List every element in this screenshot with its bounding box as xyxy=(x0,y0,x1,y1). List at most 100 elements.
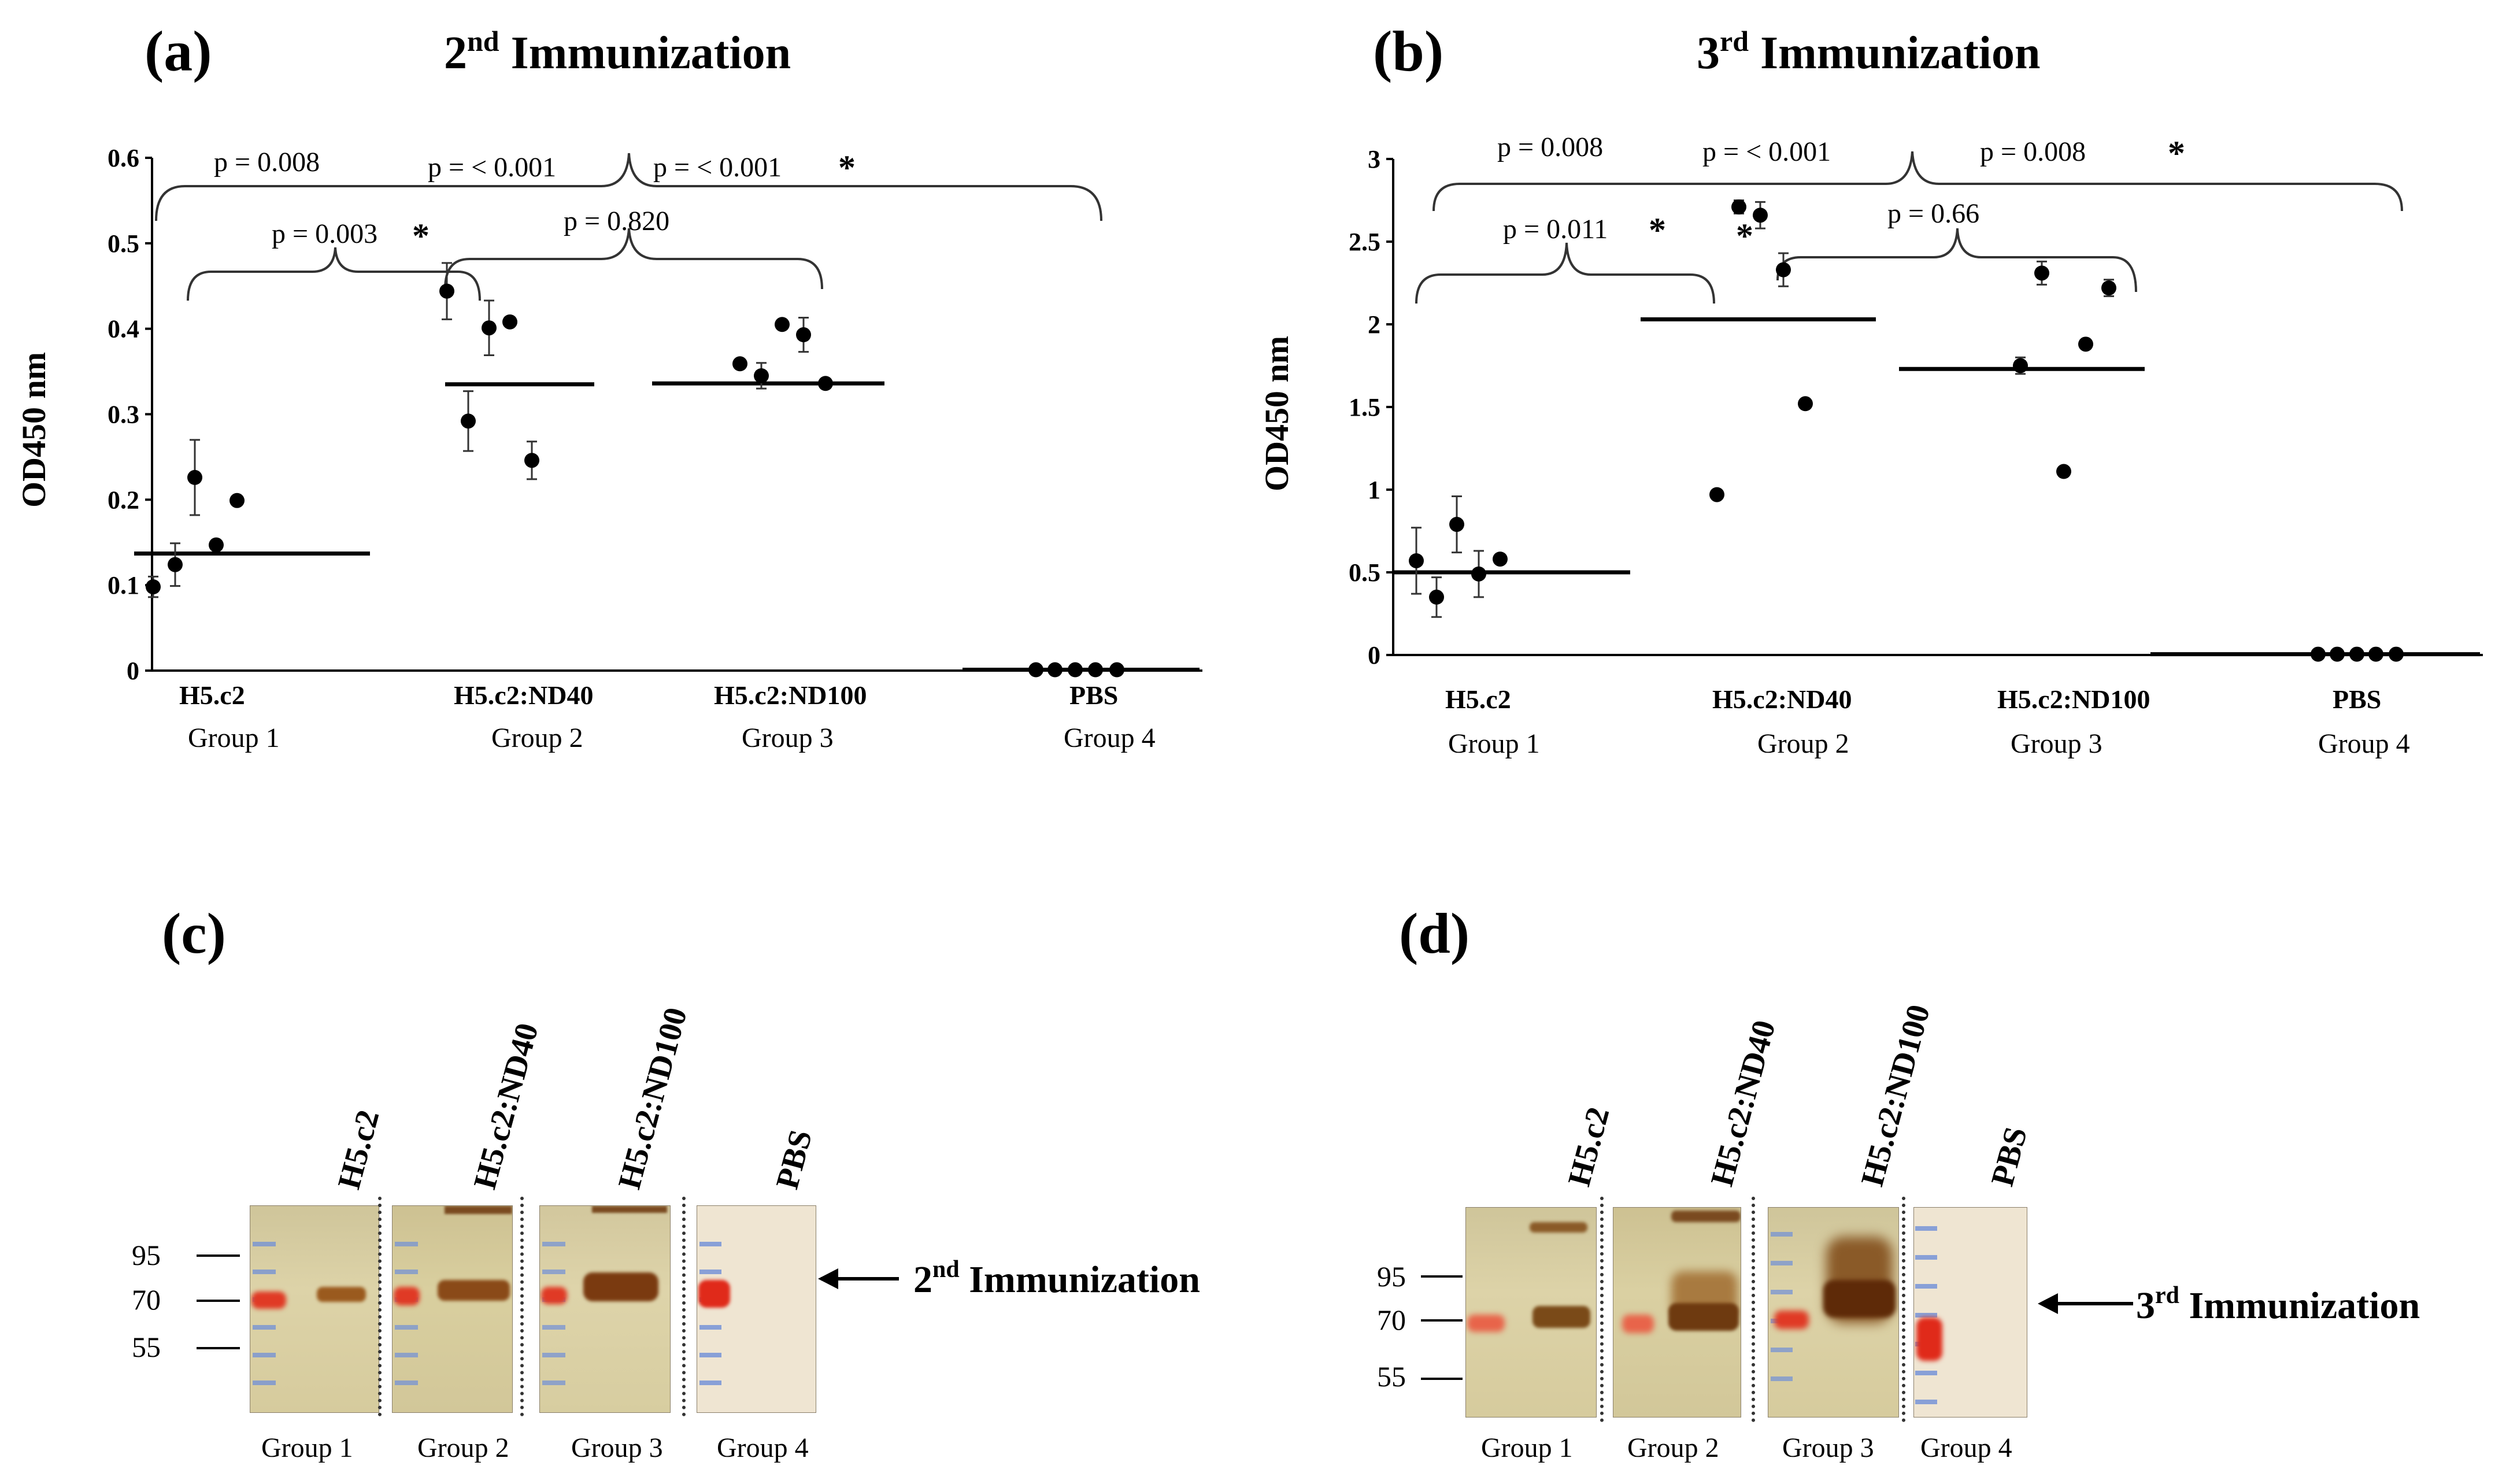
brace-b-inner-right xyxy=(1776,228,2137,293)
blot-c-ladder-red-1 xyxy=(251,1291,286,1309)
significance-star-a-1: * xyxy=(838,149,856,187)
marker-c-55: 55 xyxy=(132,1331,161,1363)
blot-d-divider-1 xyxy=(1600,1197,1604,1422)
group-label-a-4: Group 4 xyxy=(1064,723,1156,753)
blot-c-lane-2 xyxy=(392,1205,513,1413)
data-point-a-3-5 xyxy=(818,376,833,391)
group-label-a-1: Group 1 xyxy=(188,723,280,753)
arrow-d-label: 3rd Immunization xyxy=(2136,1282,2420,1327)
blot-d-ladder-red-3 xyxy=(1774,1311,1809,1329)
blot-c-divider-3 xyxy=(682,1197,686,1416)
data-point-a-4-5 xyxy=(1109,662,1124,678)
data-point-a-4-2 xyxy=(1047,662,1063,678)
data-point-b-4-1 xyxy=(2311,646,2326,662)
blot-d-top-band-2 xyxy=(1671,1211,1741,1222)
group-label-a-3: Group 3 xyxy=(742,723,834,753)
blot-c-ladder-red-2 xyxy=(394,1287,420,1305)
data-point-b-4-2 xyxy=(2330,646,2345,662)
data-point-a-1-4 xyxy=(209,537,224,553)
panel-d-label: (d) xyxy=(1399,901,1469,965)
blot-d-lane-2 xyxy=(1613,1207,1741,1418)
significance-star-a-2: * xyxy=(412,217,430,255)
group-label-b-4: Group 4 xyxy=(2318,728,2410,759)
data-point-b-2-3 xyxy=(1753,208,1768,223)
blot-c-top-band-2 xyxy=(445,1206,512,1214)
brace-a-inner-right xyxy=(444,228,823,290)
significance-star-b-1: * xyxy=(2168,134,2185,172)
blot-d-divider-2 xyxy=(1752,1197,1755,1422)
blot-c-ladder-blue-4 xyxy=(699,1229,721,1402)
blot-c-ladder-blue-1 xyxy=(253,1229,276,1402)
pvalue-b-3: p = 0.008 xyxy=(1980,136,2086,167)
category-b-1: H5.c2 xyxy=(1445,684,1511,714)
blot-c-band-2 xyxy=(438,1280,510,1301)
blot-c-lane-1 xyxy=(250,1205,379,1413)
data-point-a-4-4 xyxy=(1088,662,1103,678)
data-point-a-3-1 xyxy=(732,356,747,372)
blot-c-group-3: Group 3 xyxy=(571,1433,663,1463)
arrow-d-head-icon xyxy=(2038,1293,2058,1314)
blot-d-lane-label-4: PBS xyxy=(1985,1123,2034,1190)
data-point-b-1-2 xyxy=(1429,589,1444,605)
blot-d-ladder-red-4 xyxy=(1916,1318,1942,1361)
brace-a-outer-left xyxy=(155,153,1102,221)
data-point-a-2-1 xyxy=(439,283,454,299)
group-label-b-1: Group 1 xyxy=(1448,728,1540,759)
blot-d-ladder-red-2 xyxy=(1622,1315,1654,1333)
blot-d-lane-3 xyxy=(1768,1207,1899,1418)
data-point-b-1-5 xyxy=(1493,552,1508,567)
blot-d-band-3 xyxy=(1823,1280,1896,1318)
data-point-a-3-2 xyxy=(754,368,769,383)
blot-c-group-1: Group 1 xyxy=(261,1433,353,1463)
group-label-b-2: Group 2 xyxy=(1757,728,1849,759)
blot-d-group-3: Group 3 xyxy=(1782,1433,1874,1463)
blot-c-ladder-red-3 xyxy=(541,1287,567,1304)
data-point-a-1-2 xyxy=(168,557,183,572)
y-tick-label-b-4: 2 xyxy=(1368,310,1380,339)
data-point-a-2-2 xyxy=(461,413,476,429)
blot-c-ladder-red-4 xyxy=(698,1280,730,1308)
panel-b-label: (b) xyxy=(1373,19,1443,83)
blot-d-lane-label-2: H5.c2:ND40 xyxy=(1704,1016,1783,1190)
data-point-a-2-4 xyxy=(502,314,517,330)
panel-a-title: 2nd Immunization xyxy=(444,25,791,79)
panel-a-y-axis-label: OD450 nm xyxy=(15,352,53,508)
blot-c-band-1 xyxy=(317,1287,366,1302)
data-point-b-2-5 xyxy=(1798,396,1813,412)
marker-c-95: 95 xyxy=(132,1239,161,1271)
data-point-b-4-5 xyxy=(2389,646,2404,662)
significance-star-b-2: * xyxy=(1649,211,1666,249)
y-tick-label-b-0: 0 xyxy=(1368,641,1380,669)
data-point-a-4-3 xyxy=(1068,662,1083,678)
blot-c-band-3 xyxy=(583,1272,658,1301)
significance-star-b-3: * xyxy=(1736,217,1753,255)
pvalue-a-4: p = 0.003 xyxy=(272,219,377,249)
y-tick-label-b-6: 3 xyxy=(1368,145,1380,173)
group-label-b-3: Group 3 xyxy=(2011,728,2102,759)
marker-c-70: 70 xyxy=(132,1283,161,1316)
data-point-a-1-5 xyxy=(229,493,245,508)
data-point-b-2-4 xyxy=(1776,262,1791,277)
data-point-a-2-3 xyxy=(482,320,497,336)
category-b-4: PBS xyxy=(2333,684,2381,714)
blot-c-divider-1 xyxy=(378,1197,382,1416)
data-point-b-4-3 xyxy=(2349,646,2364,662)
marker-d-55: 55 xyxy=(1377,1360,1406,1393)
brace-b-inner-left xyxy=(1415,242,1715,304)
marker-d-95: 95 xyxy=(1377,1260,1406,1293)
panel-a: (a) 2nd Immunization OD450 nm 0 0.1 0.2 0.3… xyxy=(15,19,1202,753)
blot-c-lane-label-1: H5.c2 xyxy=(331,1106,387,1193)
blot-d-band-1 xyxy=(1532,1306,1590,1328)
y-tick-label-a-5: 0.5 xyxy=(108,230,139,258)
category-b-2: H5.c2:ND40 xyxy=(1712,684,1852,714)
blot-d-lane-label-1: H5.c2 xyxy=(1561,1104,1617,1190)
blot-c-lane-3 xyxy=(539,1205,671,1413)
category-a-1: H5.c2 xyxy=(179,680,245,710)
blot-c-divider-2 xyxy=(520,1197,524,1416)
data-point-a-1-3 xyxy=(187,469,202,485)
y-tick-label-a-4: 0.4 xyxy=(108,315,139,343)
data-point-a-2-5 xyxy=(524,453,539,468)
pvalue-a-2: p = < 0.001 xyxy=(428,152,556,183)
blot-d-lane-4 xyxy=(1913,1207,2027,1418)
pvalue-b-5: p = 0.66 xyxy=(1887,198,1979,229)
